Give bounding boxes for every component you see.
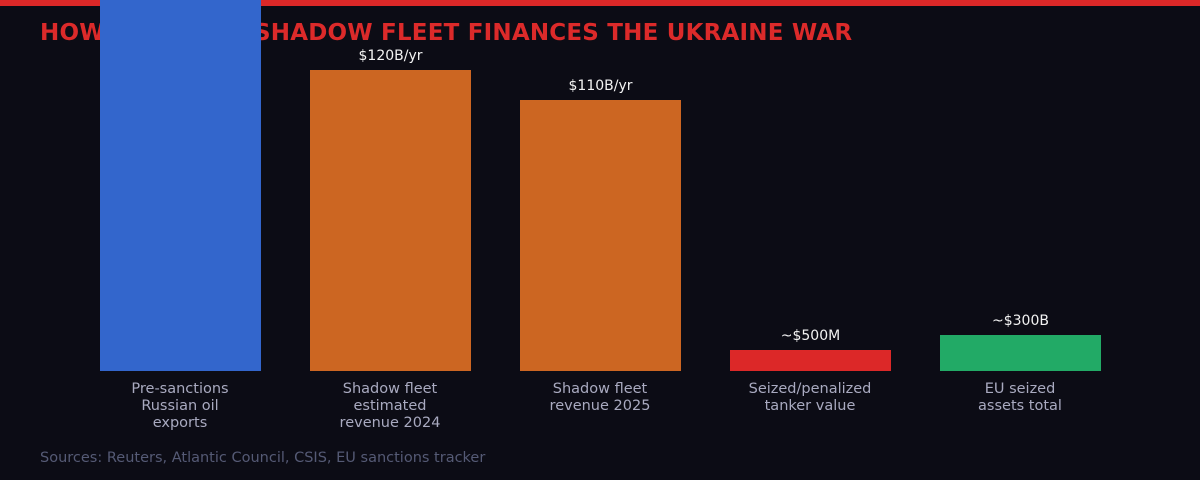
category-label-4: EU seized assets total bbox=[978, 381, 1062, 414]
top-accent-stripe bbox=[0, 0, 1200, 6]
bar-1 bbox=[310, 70, 471, 371]
bar-0 bbox=[100, 0, 261, 371]
category-label-0: Pre-sanctions Russian oil exports bbox=[131, 381, 229, 431]
bar-2 bbox=[520, 100, 681, 371]
bar-3 bbox=[730, 350, 891, 371]
chart-title-part-1: HOW bbox=[40, 20, 105, 46]
value-label-1: $120B/yr bbox=[358, 48, 423, 64]
category-label-2: Shadow fleet revenue 2025 bbox=[549, 381, 651, 414]
source-note: Sources: Reuters, Atlantic Council, CSIS… bbox=[40, 450, 486, 466]
category-label-1: Shadow fleet estimated revenue 2024 bbox=[339, 381, 441, 431]
bar-4 bbox=[940, 335, 1101, 371]
value-label-4: ~$300B bbox=[992, 313, 1049, 329]
value-label-2: $110B/yr bbox=[568, 78, 633, 94]
category-label-3: Seized/penalized tanker value bbox=[748, 381, 872, 414]
chart-title-part-2: SHADOW FLEET FINANCES THE UKRAINE WAR bbox=[254, 20, 853, 46]
value-label-3: ~$500M bbox=[780, 328, 841, 344]
